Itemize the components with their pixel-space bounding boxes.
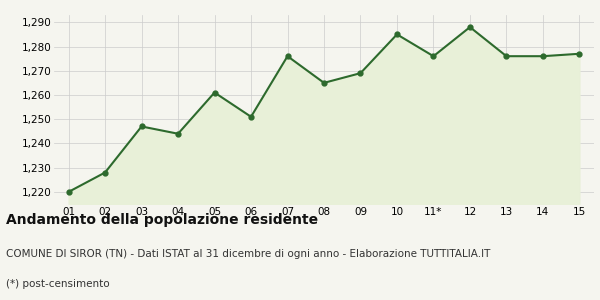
Text: (*) post-censimento: (*) post-censimento <box>6 279 110 289</box>
Text: COMUNE DI SIROR (TN) - Dati ISTAT al 31 dicembre di ogni anno - Elaborazione TUT: COMUNE DI SIROR (TN) - Dati ISTAT al 31 … <box>6 249 490 259</box>
Text: Andamento della popolazione residente: Andamento della popolazione residente <box>6 213 318 227</box>
